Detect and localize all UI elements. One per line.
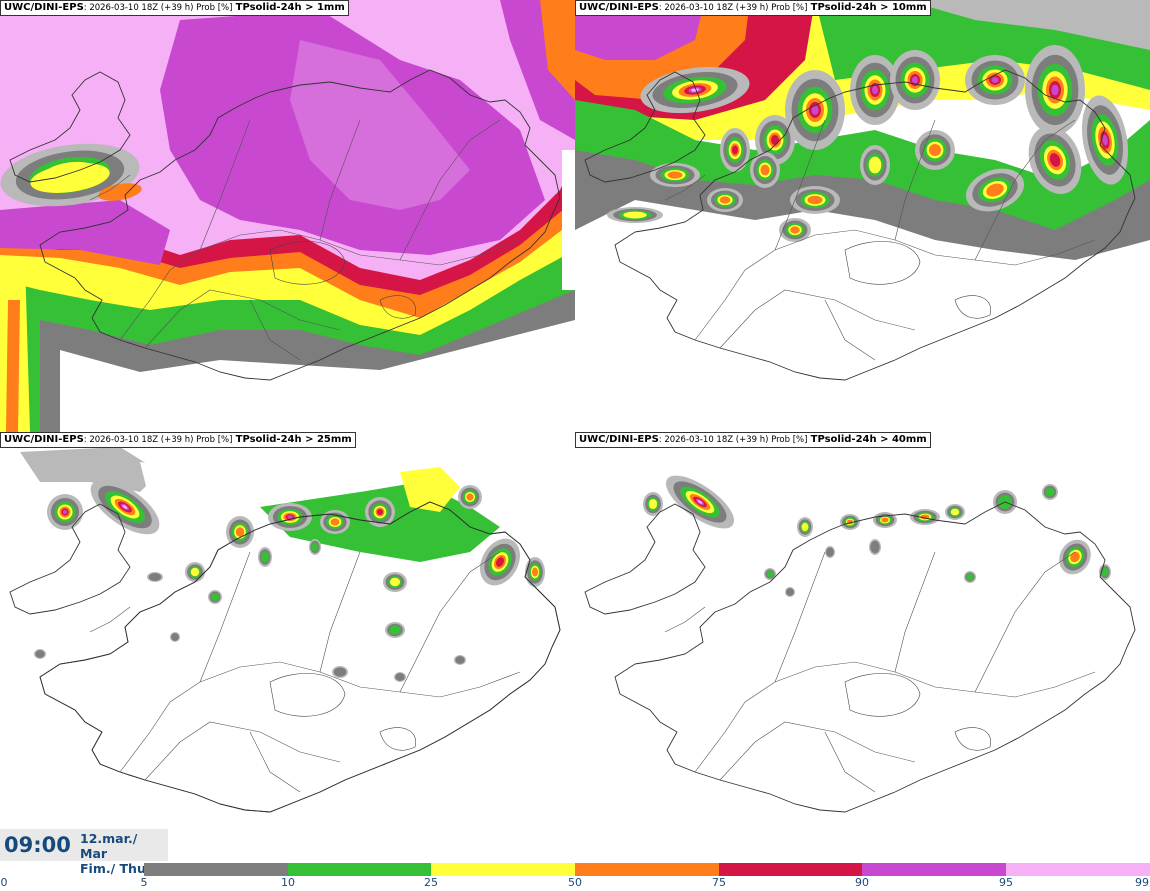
valid-date-line-1: 12.mar./ Mar (80, 831, 138, 861)
valid-time-date: 12.mar./ Mar Fim./ Thu (80, 831, 168, 876)
colorbar-segment (288, 863, 431, 876)
panel-title: UWC/DINI-EPS: 2026-03-10 18Z (+39 h) Pro… (0, 432, 356, 448)
colorbar-tick-label: 95 (999, 876, 1013, 889)
colorbar-tick-label: 50 (568, 876, 582, 889)
valid-time-clock: 09:00 (4, 833, 71, 857)
map-panel-10mm: UWC/DINI-EPS: 2026-03-10 18Z (+39 h) Pro… (575, 0, 1150, 432)
map-1mm (0, 0, 575, 432)
map-25mm (9, 447, 561, 813)
colorbar-tick-label: 90 (855, 876, 869, 889)
colorbar-segment (575, 863, 719, 876)
map-10mm (575, 0, 1150, 432)
panel-title: UWC/DINI-EPS: 2026-03-10 18Z (+39 h) Pro… (575, 432, 931, 448)
colorbar-tick-label: 75 (712, 876, 726, 889)
colorbar-tick-label: 0 (0, 876, 8, 889)
colorbar-tick-label: 99 (1135, 876, 1149, 889)
colorbar-segment (431, 863, 575, 876)
colorbar-tick-label: 25 (424, 876, 438, 889)
map-40mm (584, 475, 1136, 813)
valid-time-box: 09:00 12.mar./ Mar Fim./ Thu (0, 829, 168, 876)
colorbar-tick-label: 10 (281, 876, 295, 889)
colorbar-segment (144, 863, 288, 876)
colorbar-segment (1006, 863, 1150, 876)
panel-title: UWC/DINI-EPS: 2026-03-10 18Z (+39 h) Pro… (575, 0, 931, 16)
colorbar-segment (719, 863, 862, 876)
colorbar-segment (862, 863, 1006, 876)
colorbar-tick-label: 5 (140, 876, 148, 889)
map-panel-1mm: UWC/DINI-EPS: 2026-03-10 18Z (+39 h) Pro… (0, 0, 575, 432)
valid-date-line-2: Fim./ Thu (80, 861, 146, 876)
map-panel-40mm: UWC/DINI-EPS: 2026-03-10 18Z (+39 h) Pro… (575, 432, 1150, 864)
panel-title: UWC/DINI-EPS: 2026-03-10 18Z (+39 h) Pro… (0, 0, 349, 16)
map-panel-25mm: UWC/DINI-EPS: 2026-03-10 18Z (+39 h) Pro… (0, 432, 575, 864)
